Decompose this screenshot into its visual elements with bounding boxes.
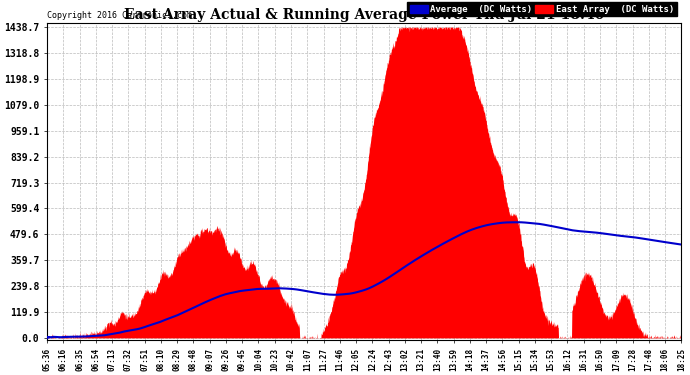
- Text: Copyright 2016 Cartronics.com: Copyright 2016 Cartronics.com: [47, 10, 192, 20]
- Legend: Average  (DC Watts), East Array  (DC Watts): Average (DC Watts), East Array (DC Watts…: [407, 2, 677, 16]
- Title: East Array Actual & Running Average Power Thu Jul 21 18:40: East Array Actual & Running Average Powe…: [124, 8, 604, 22]
